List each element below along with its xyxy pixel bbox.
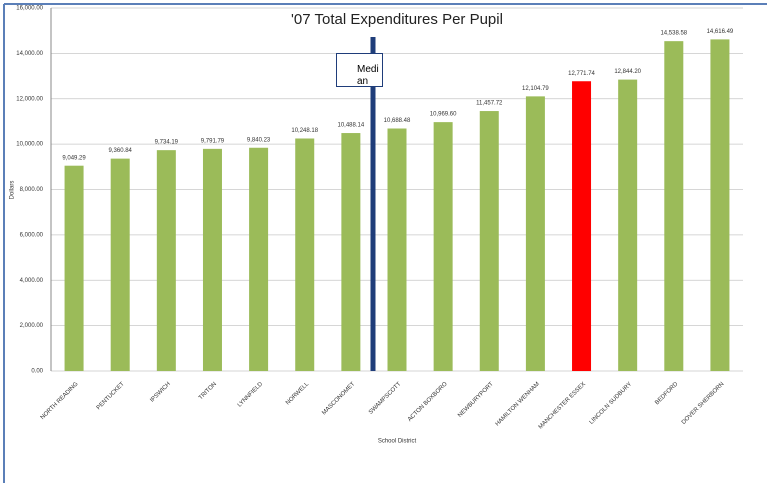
- bar: [387, 128, 407, 371]
- value-label: 14,538.58: [660, 31, 687, 37]
- x-tick-label: ACTON BOXBORO: [407, 381, 449, 423]
- bar: [156, 150, 176, 371]
- y-tick-label: 12,000.00: [16, 96, 43, 102]
- x-tick-label: LINCOLN SUDBURY: [589, 381, 633, 425]
- x-tick-label: BEDFORD: [654, 381, 679, 406]
- bar: [110, 158, 130, 371]
- bar: [64, 165, 84, 371]
- x-tick-label: MANCHESTER ESSEX: [538, 381, 587, 430]
- value-label: 9,734.19: [155, 140, 179, 146]
- x-tick-label: DOVER SHERBORN: [681, 381, 726, 426]
- y-tick-label: 0.00: [31, 369, 43, 375]
- value-label: 12,104.79: [522, 86, 549, 92]
- y-tick-label: 10,000.00: [16, 142, 43, 148]
- value-label: 10,969.60: [430, 112, 457, 118]
- bar: [341, 133, 361, 371]
- value-label: 9,840.23: [247, 137, 271, 143]
- x-tick-label: HAMILTON WENHAM: [495, 381, 541, 427]
- x-tick-label: LYNNFIELD: [237, 381, 265, 409]
- value-label: 12,771.74: [568, 71, 595, 77]
- value-label: 10,488.14: [338, 123, 365, 129]
- y-tick-label: 8,000.00: [20, 187, 44, 193]
- bar: [295, 138, 315, 371]
- x-tick-label: PENTUCKET: [96, 381, 126, 411]
- value-label: 10,248.18: [291, 128, 318, 134]
- value-label: 12,844.20: [614, 69, 641, 75]
- value-label: 11,457.72: [476, 101, 503, 107]
- y-axis-title: Dollars: [10, 181, 16, 200]
- bar: [249, 147, 269, 371]
- y-tick-label: 2,000.00: [20, 323, 44, 329]
- y-tick-label: 4,000.00: [20, 278, 44, 284]
- x-tick-label: SWAMPSCOTT: [368, 381, 403, 416]
- value-label: 9,049.29: [62, 155, 86, 161]
- x-tick-label: IPSWICH: [149, 381, 171, 403]
- bar: [664, 41, 684, 371]
- value-label: 9,360.84: [109, 148, 133, 154]
- bar: [202, 148, 222, 371]
- x-tick-label: NEWBURYPORT: [457, 381, 495, 419]
- y-tick-label: 14,000.00: [16, 51, 43, 57]
- bar: [525, 96, 545, 372]
- x-tick-label: NORWELL: [285, 381, 311, 407]
- x-axis-title: School District: [378, 439, 417, 445]
- bar: [710, 39, 730, 372]
- y-tick-label: 16,000.00: [16, 6, 43, 12]
- chart-title: '07 Total Expenditures Per Pupil: [291, 11, 503, 28]
- bar: [618, 79, 638, 371]
- bar: [479, 111, 499, 371]
- x-tick-label: TRITON: [198, 381, 218, 401]
- x-tick-label: NORTH READING: [40, 381, 80, 421]
- median-label: Median: [336, 53, 383, 87]
- value-label: 14,616.49: [707, 29, 734, 35]
- y-tick-label: 6,000.00: [20, 232, 44, 238]
- value-label: 9,791.79: [201, 138, 225, 144]
- x-tick-label: MASCONOMET: [321, 381, 356, 416]
- bar: [572, 81, 592, 371]
- bar: [433, 122, 453, 371]
- value-label: 10,688.48: [384, 118, 411, 124]
